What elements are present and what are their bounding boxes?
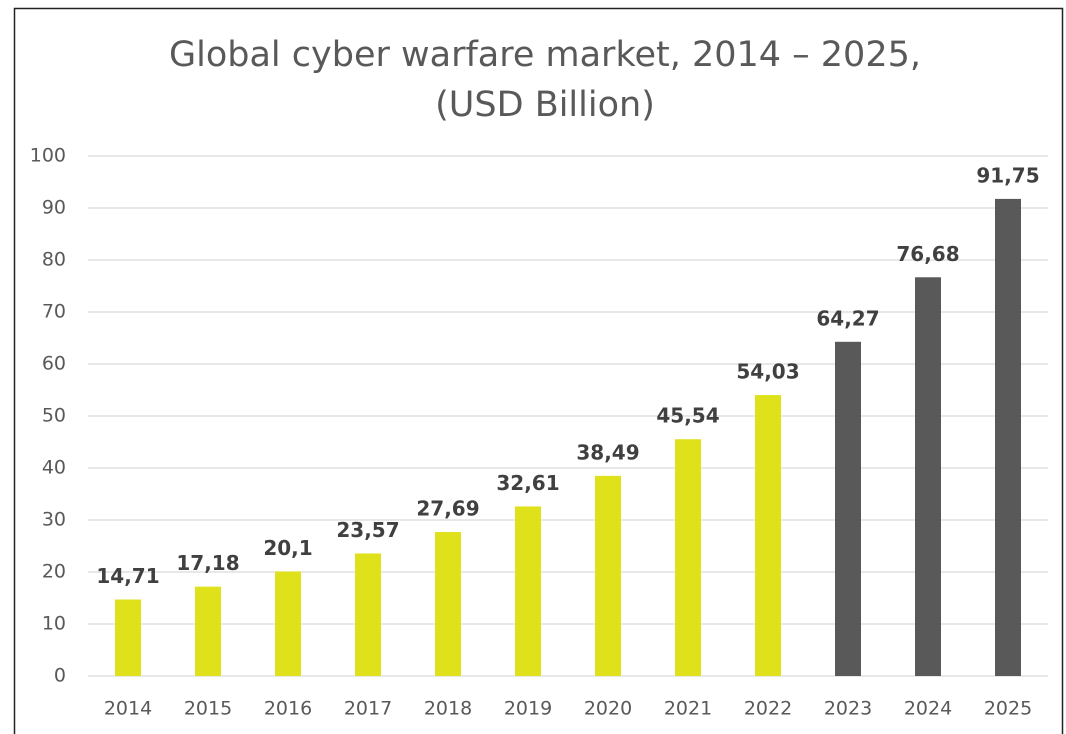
y-tick-label: 20 <box>42 561 66 583</box>
bar <box>755 395 781 676</box>
y-tick-label: 70 <box>42 301 66 323</box>
value-label: 14,71 <box>96 564 159 588</box>
bar <box>915 277 941 676</box>
x-tick-label: 2015 <box>184 698 232 720</box>
y-tick-label: 0 <box>54 665 66 687</box>
y-tick-label: 40 <box>42 457 66 479</box>
value-label: 23,57 <box>336 518 399 542</box>
bar <box>675 439 701 676</box>
x-tick-label: 2020 <box>584 698 632 720</box>
value-label: 64,27 <box>816 306 879 330</box>
value-label: 45,54 <box>656 404 719 428</box>
bar <box>275 571 301 676</box>
x-tick-label: 2017 <box>344 698 392 720</box>
x-tick-label: 2021 <box>664 698 712 720</box>
y-tick-label: 80 <box>42 249 66 271</box>
x-tick-label: 2022 <box>744 698 792 720</box>
bar <box>595 475 621 676</box>
bar <box>195 586 221 676</box>
x-tick-label: 2014 <box>104 698 152 720</box>
x-tick-label: 2016 <box>264 698 312 720</box>
bar <box>115 599 141 676</box>
y-tick-label: 10 <box>42 613 66 635</box>
x-tick-label: 2023 <box>824 698 872 720</box>
value-label: 27,69 <box>416 497 479 521</box>
bar <box>995 198 1021 676</box>
bar <box>515 506 541 676</box>
value-label: 32,61 <box>496 471 559 495</box>
x-tick-label: 2025 <box>984 698 1032 720</box>
value-label: 54,03 <box>736 360 799 384</box>
value-label: 17,18 <box>176 551 239 575</box>
value-label: 76,68 <box>896 242 959 266</box>
bar <box>835 341 861 676</box>
y-tick-label: 100 <box>30 145 66 167</box>
x-tick-label: 2019 <box>504 698 552 720</box>
x-tick-label: 2018 <box>424 698 472 720</box>
y-tick-label: 60 <box>42 353 66 375</box>
y-tick-label: 50 <box>42 405 66 427</box>
bar <box>355 553 381 676</box>
y-tick-label: 30 <box>42 509 66 531</box>
value-label: 91,75 <box>976 163 1039 187</box>
x-tick-label: 2024 <box>904 698 952 720</box>
y-tick-label: 90 <box>42 197 66 219</box>
bar <box>435 532 461 676</box>
chart-frame <box>13 7 1064 734</box>
chart-title: Global cyber warfare market, 2014 – 2025… <box>169 35 921 125</box>
value-label: 20,1 <box>263 536 312 560</box>
value-label: 38,49 <box>576 440 639 464</box>
